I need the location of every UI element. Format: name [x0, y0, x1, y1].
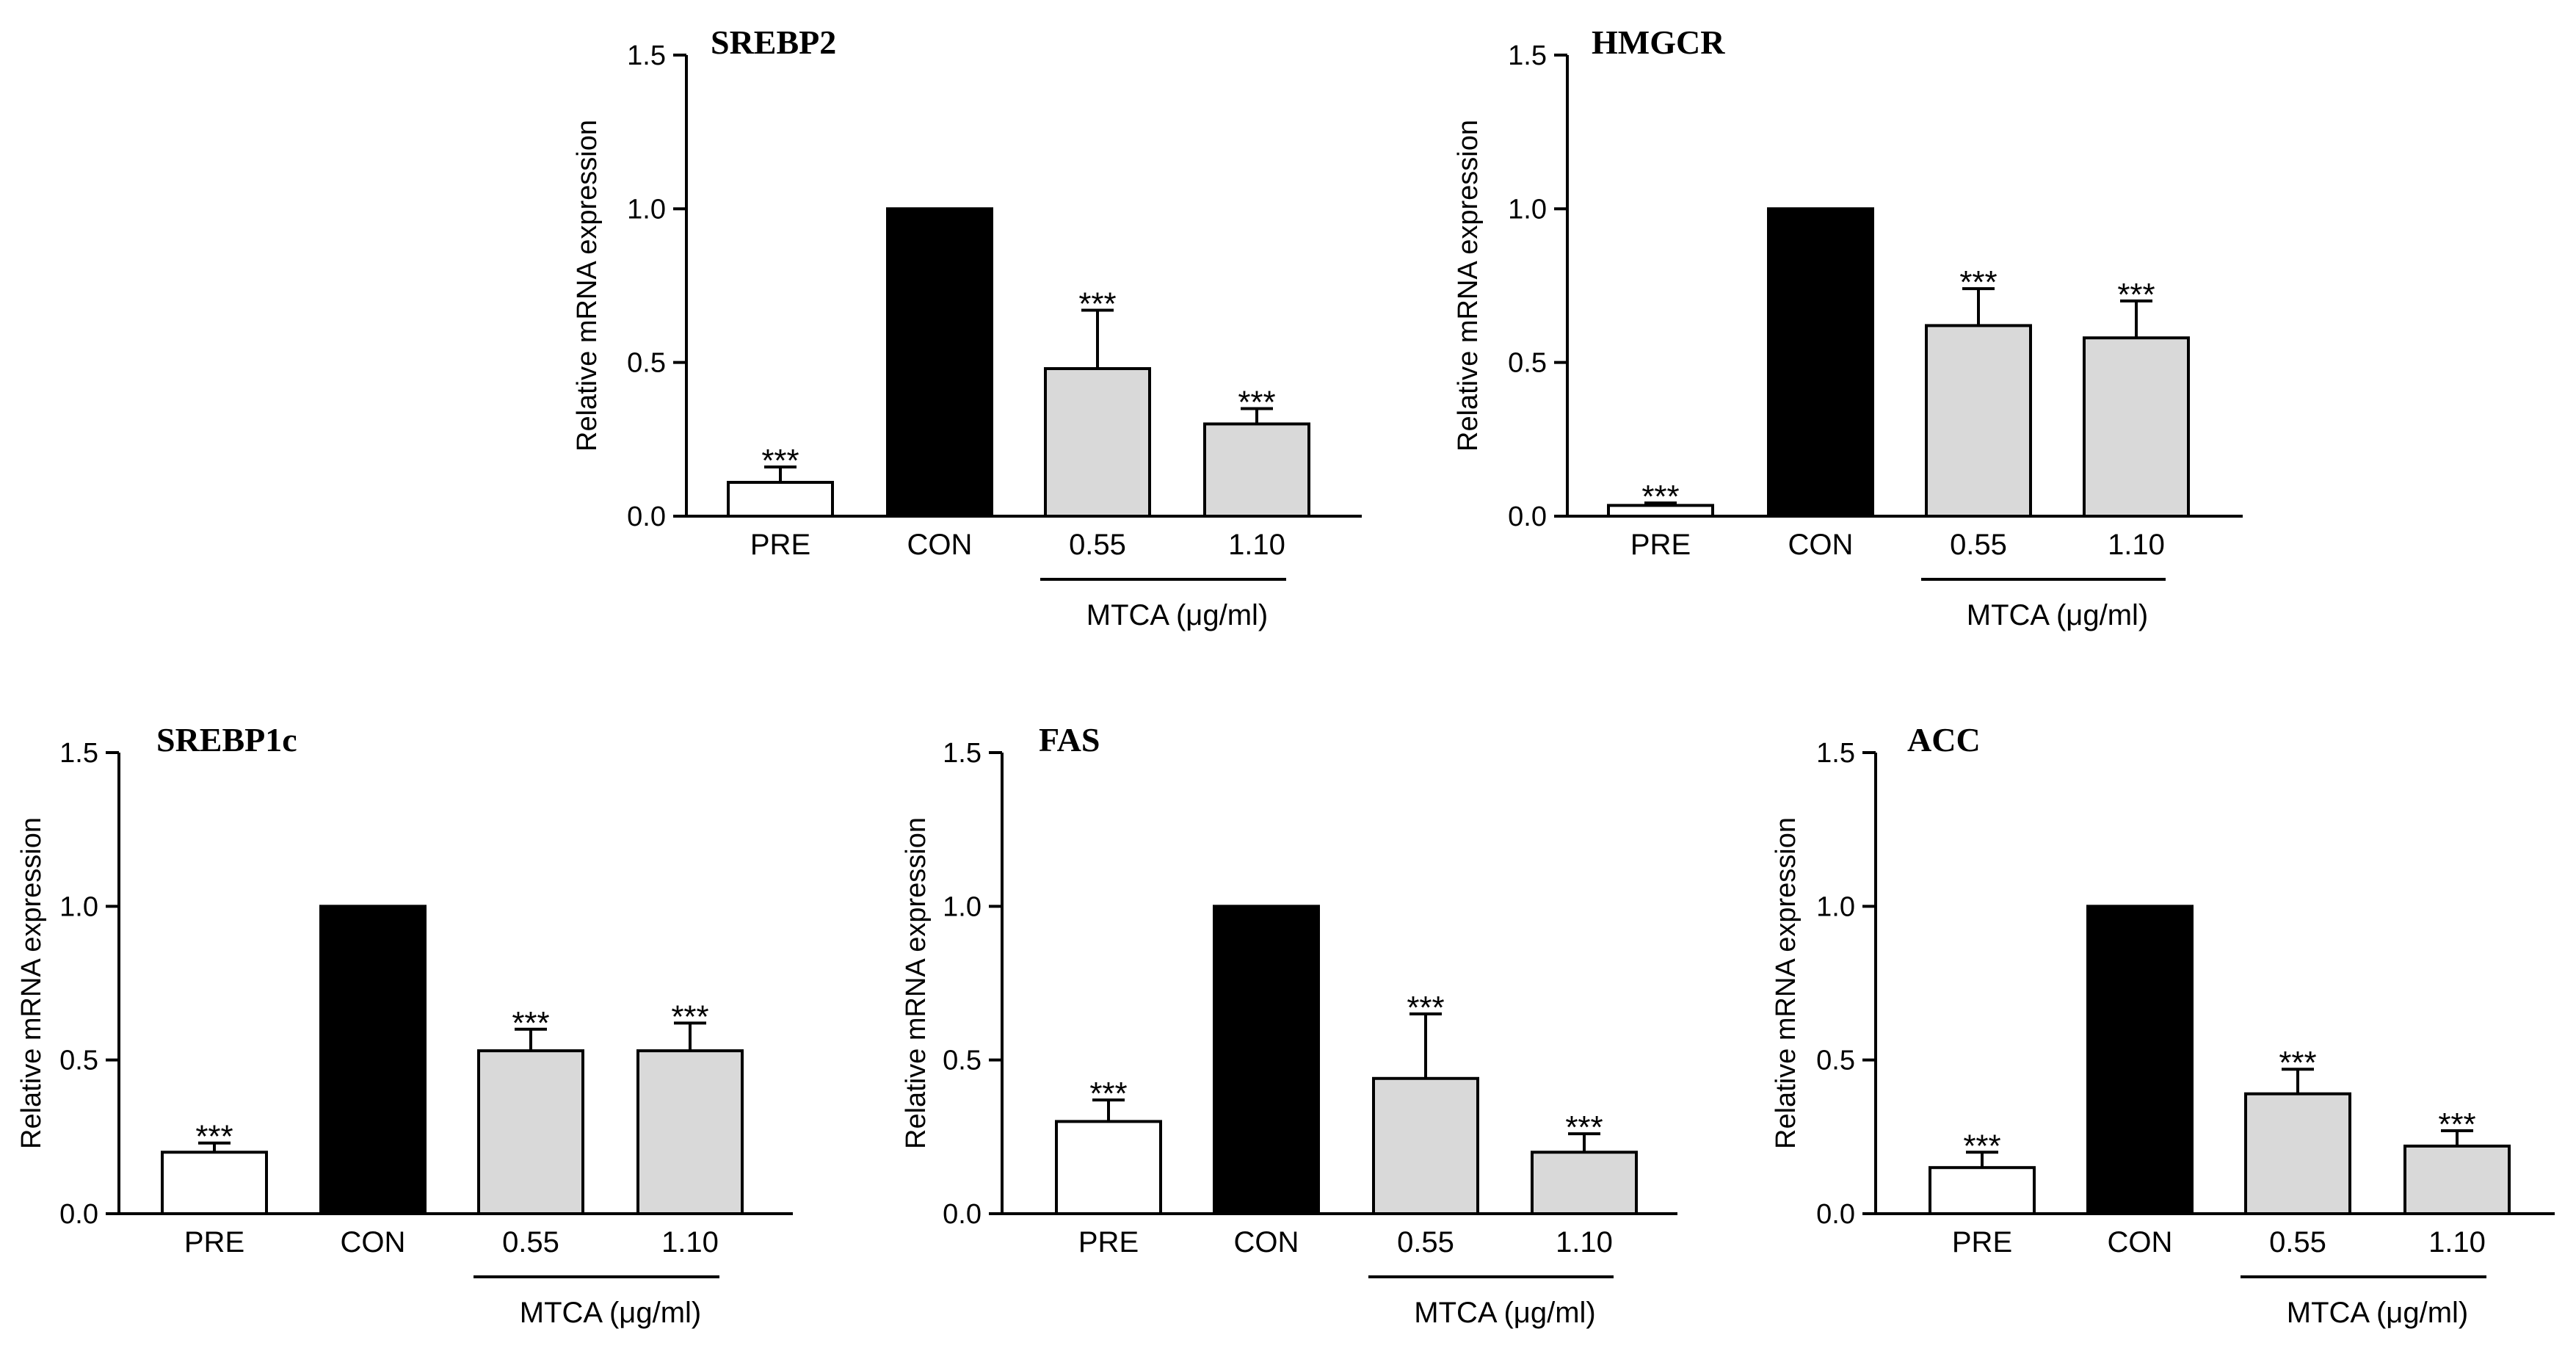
y-axis-label: Relative mRNA expression: [1771, 817, 1802, 1149]
bar-pre: [727, 480, 834, 518]
y-tick-label: 1.5: [1816, 738, 1855, 769]
y-tick-label: 1.0: [59, 891, 98, 922]
x-tick-label: PRE: [750, 529, 810, 561]
group-bracket-label: MTCA (μg/ml): [2287, 1297, 2468, 1329]
x-tick-label: 1.10: [2428, 1226, 2486, 1258]
chart-panel-srebp2: 0.0 0.5 1.0 1.5 Relative mRNA expression SREB…: [572, 23, 1362, 631]
bar-con: [1767, 207, 1874, 518]
significance-mark: ***: [195, 1119, 233, 1155]
bar-0-55: [1372, 1076, 1479, 1215]
significance-mark: ***: [2117, 277, 2155, 313]
y-axis-label: Relative mRNA expression: [901, 817, 932, 1149]
group-bracket-label: MTCA (μg/ml): [520, 1297, 701, 1329]
bar-0-55: [477, 1049, 584, 1216]
x-tick-label: 1.10: [661, 1226, 719, 1258]
bar-con: [1213, 905, 1320, 1216]
x-tick-label: PRE: [184, 1226, 244, 1258]
chart-panel-hmgcr: 0.0 0.5 1.0 1.5 Relative mRNA expression HMGC…: [1453, 23, 2243, 631]
y-tick-label: 1.5: [943, 738, 982, 769]
x-tick-label: PRE: [1630, 529, 1691, 561]
chart-panel-acc: 0.0 0.5 1.0 1.5 Relative mRNA expression ACC *…: [1771, 721, 2555, 1329]
chart-panel-srebp1c: 0.0 0.5 1.0 1.5 Relative mRNA expression SREB…: [16, 721, 793, 1329]
x-tick-label: CON: [341, 1226, 406, 1258]
chart-title: ACC: [1907, 721, 1981, 758]
chart-title: SREBP2: [711, 23, 836, 61]
x-tick-label: 0.55: [502, 1226, 559, 1258]
y-axis-label: Relative mRNA expression: [572, 120, 603, 452]
bar-pre: [1055, 1120, 1162, 1216]
y-tick-label: 0.0: [1816, 1199, 1855, 1230]
y-tick-label: 1.5: [1508, 40, 1547, 71]
significance-mark: ***: [1963, 1128, 2000, 1164]
y-tick-label: 0.5: [1508, 348, 1547, 379]
significance-mark: ***: [1089, 1076, 1127, 1112]
chart-panel-fas: 0.0 0.5 1.0 1.5 Relative mRNA expression FAS *…: [901, 721, 1677, 1329]
y-tick-label: 0.0: [59, 1199, 98, 1230]
x-tick-label: CON: [1788, 529, 1854, 561]
bar-1-10: [2403, 1144, 2511, 1215]
chart-title: FAS: [1039, 721, 1100, 758]
y-tick-label: 1.0: [627, 194, 666, 225]
x-tick-label: 1.10: [1556, 1226, 1613, 1258]
bar-0-55: [2244, 1092, 2351, 1215]
y-tick-label: 1.0: [1508, 194, 1547, 225]
x-tick-label: CON: [907, 529, 973, 561]
bar-1-10: [2083, 336, 2190, 518]
x-tick-label: PRE: [1952, 1226, 2012, 1258]
group-bracket-label: MTCA (μg/ml): [1414, 1297, 1595, 1329]
significance-mark: ***: [1641, 479, 1679, 515]
bar-1-10: [1203, 422, 1310, 518]
significance-mark: ***: [1238, 384, 1275, 420]
y-tick-label: 1.5: [59, 738, 98, 769]
y-tick-label: 1.0: [1816, 891, 1855, 922]
y-tick-label: 0.5: [627, 348, 666, 379]
significance-mark: ***: [761, 443, 799, 479]
x-tick-label: CON: [1234, 1226, 1299, 1258]
significance-mark: ***: [512, 1005, 549, 1041]
y-tick-label: 0.5: [59, 1046, 98, 1076]
bar-pre: [1929, 1166, 2036, 1215]
significance-mark: ***: [2438, 1106, 2475, 1142]
x-tick-label: PRE: [1078, 1226, 1139, 1258]
y-tick-label: 0.0: [1508, 501, 1547, 532]
bar-1-10: [636, 1049, 744, 1216]
x-tick-label: CON: [2108, 1226, 2173, 1258]
bar-con: [886, 207, 993, 518]
x-tick-label: 0.55: [1397, 1226, 1454, 1258]
bar-1-10: [1531, 1151, 1638, 1216]
group-bracket-label: MTCA (μg/ml): [1967, 599, 2148, 631]
significance-mark: ***: [2279, 1045, 2316, 1081]
y-tick-label: 1.5: [627, 40, 666, 71]
significance-mark: ***: [1959, 264, 1997, 300]
x-tick-label: 1.10: [2108, 529, 2165, 561]
y-axis-label: Relative mRNA expression: [16, 817, 47, 1149]
x-tick-label: 0.55: [1069, 529, 1126, 561]
x-tick-label: 0.55: [2269, 1226, 2326, 1258]
significance-mark: ***: [1565, 1109, 1603, 1145]
bar-0-55: [1925, 324, 2032, 518]
significance-mark: ***: [1407, 990, 1444, 1026]
y-tick-label: 1.0: [943, 891, 982, 922]
significance-mark: ***: [1078, 286, 1116, 322]
y-axis-label: Relative mRNA expression: [1453, 120, 1484, 452]
chart-title: HMGCR: [1592, 23, 1725, 61]
y-tick-label: 0.5: [1816, 1046, 1855, 1076]
group-bracket-label: MTCA (μg/ml): [1086, 599, 1268, 631]
chart-title: SREBP1c: [156, 721, 297, 758]
bar-con: [319, 905, 427, 1216]
bar-0-55: [1044, 367, 1151, 518]
significance-mark: ***: [671, 999, 708, 1035]
y-tick-label: 0.0: [943, 1199, 982, 1230]
x-tick-label: 0.55: [1950, 529, 2007, 561]
bar-con: [2086, 905, 2194, 1216]
bar-pre: [161, 1151, 268, 1216]
x-tick-label: 1.10: [1228, 529, 1285, 561]
y-tick-label: 0.5: [943, 1046, 982, 1076]
y-tick-label: 0.0: [627, 501, 666, 532]
